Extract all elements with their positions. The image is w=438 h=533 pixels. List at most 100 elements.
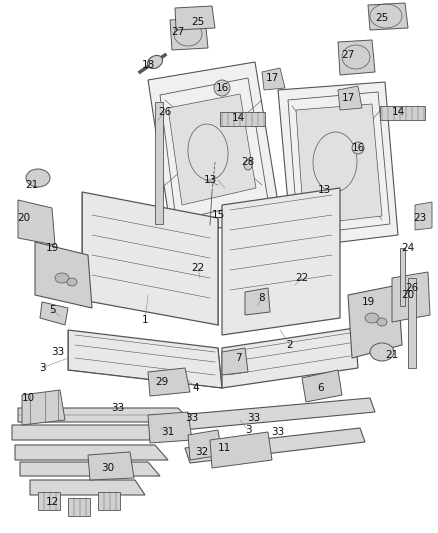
Text: 27: 27 <box>341 50 355 60</box>
Polygon shape <box>296 104 382 225</box>
Ellipse shape <box>377 318 387 326</box>
Text: 33: 33 <box>185 413 198 423</box>
Text: 27: 27 <box>171 27 185 37</box>
Polygon shape <box>188 430 222 460</box>
Polygon shape <box>222 328 358 388</box>
Ellipse shape <box>67 278 77 286</box>
Bar <box>220 112 265 126</box>
Text: 21: 21 <box>385 350 399 360</box>
Polygon shape <box>68 330 222 388</box>
Bar <box>155 102 163 224</box>
Polygon shape <box>22 390 65 425</box>
Polygon shape <box>15 445 168 460</box>
Text: 3: 3 <box>245 425 251 435</box>
Polygon shape <box>88 452 134 480</box>
Ellipse shape <box>148 55 162 69</box>
Polygon shape <box>40 302 68 325</box>
Polygon shape <box>148 62 280 238</box>
Polygon shape <box>178 398 375 430</box>
Text: 17: 17 <box>341 93 355 103</box>
Text: 26: 26 <box>406 283 419 293</box>
Text: 7: 7 <box>235 353 241 363</box>
Text: 4: 4 <box>193 383 199 393</box>
Text: 33: 33 <box>51 347 65 357</box>
Text: 25: 25 <box>191 17 205 27</box>
Text: 21: 21 <box>25 180 39 190</box>
Text: 19: 19 <box>46 243 59 253</box>
Bar <box>408 278 416 368</box>
Polygon shape <box>82 192 218 325</box>
Polygon shape <box>30 480 145 495</box>
Ellipse shape <box>244 160 252 170</box>
Text: 10: 10 <box>21 393 35 403</box>
Polygon shape <box>222 188 340 335</box>
Text: 25: 25 <box>375 13 389 23</box>
Text: 32: 32 <box>195 447 208 457</box>
Polygon shape <box>368 3 408 30</box>
Text: 13: 13 <box>203 175 217 185</box>
Text: 20: 20 <box>18 213 31 223</box>
Bar <box>400 248 405 306</box>
Ellipse shape <box>214 80 230 96</box>
Polygon shape <box>148 368 190 396</box>
Polygon shape <box>12 425 182 440</box>
Polygon shape <box>302 370 342 402</box>
Text: 29: 29 <box>155 377 169 387</box>
Polygon shape <box>245 288 270 315</box>
Text: 11: 11 <box>217 443 231 453</box>
Text: 22: 22 <box>191 263 205 273</box>
Polygon shape <box>175 6 215 30</box>
Text: 33: 33 <box>272 427 285 437</box>
Text: 23: 23 <box>413 213 427 223</box>
Polygon shape <box>415 202 432 230</box>
Ellipse shape <box>370 343 394 361</box>
Polygon shape <box>18 408 192 422</box>
Text: 2: 2 <box>287 340 293 350</box>
Text: 6: 6 <box>318 383 324 393</box>
Text: 20: 20 <box>402 290 414 300</box>
Polygon shape <box>185 428 365 463</box>
Text: 33: 33 <box>247 413 261 423</box>
Text: 5: 5 <box>49 305 55 315</box>
Polygon shape <box>148 412 192 443</box>
Text: 30: 30 <box>102 463 115 473</box>
Text: 14: 14 <box>392 107 405 117</box>
Polygon shape <box>262 68 285 90</box>
Polygon shape <box>98 492 120 510</box>
Ellipse shape <box>352 142 364 154</box>
Text: 16: 16 <box>351 143 364 153</box>
Text: 13: 13 <box>318 185 331 195</box>
Polygon shape <box>222 348 248 375</box>
Polygon shape <box>68 498 90 516</box>
Polygon shape <box>278 82 398 248</box>
Text: 28: 28 <box>241 157 254 167</box>
Text: 14: 14 <box>231 113 245 123</box>
Ellipse shape <box>55 273 69 283</box>
Text: 3: 3 <box>39 363 45 373</box>
Text: 8: 8 <box>259 293 265 303</box>
Text: 22: 22 <box>295 273 309 283</box>
Text: 19: 19 <box>361 297 374 307</box>
Text: 12: 12 <box>46 497 59 507</box>
Text: 26: 26 <box>159 107 172 117</box>
Polygon shape <box>18 200 55 245</box>
Polygon shape <box>338 40 375 75</box>
Text: 1: 1 <box>141 315 148 325</box>
Text: 17: 17 <box>265 73 279 83</box>
Polygon shape <box>210 432 272 468</box>
Text: 18: 18 <box>141 60 155 70</box>
Polygon shape <box>170 18 208 50</box>
Ellipse shape <box>26 169 50 187</box>
Polygon shape <box>38 492 60 510</box>
Polygon shape <box>20 462 160 476</box>
Bar <box>380 106 425 120</box>
Text: 24: 24 <box>401 243 415 253</box>
Text: 31: 31 <box>161 427 175 437</box>
Polygon shape <box>35 242 92 308</box>
Text: 16: 16 <box>215 83 229 93</box>
Polygon shape <box>348 285 402 358</box>
Text: 33: 33 <box>111 403 125 413</box>
Polygon shape <box>338 86 362 110</box>
Polygon shape <box>168 94 256 205</box>
Text: 15: 15 <box>212 210 225 220</box>
